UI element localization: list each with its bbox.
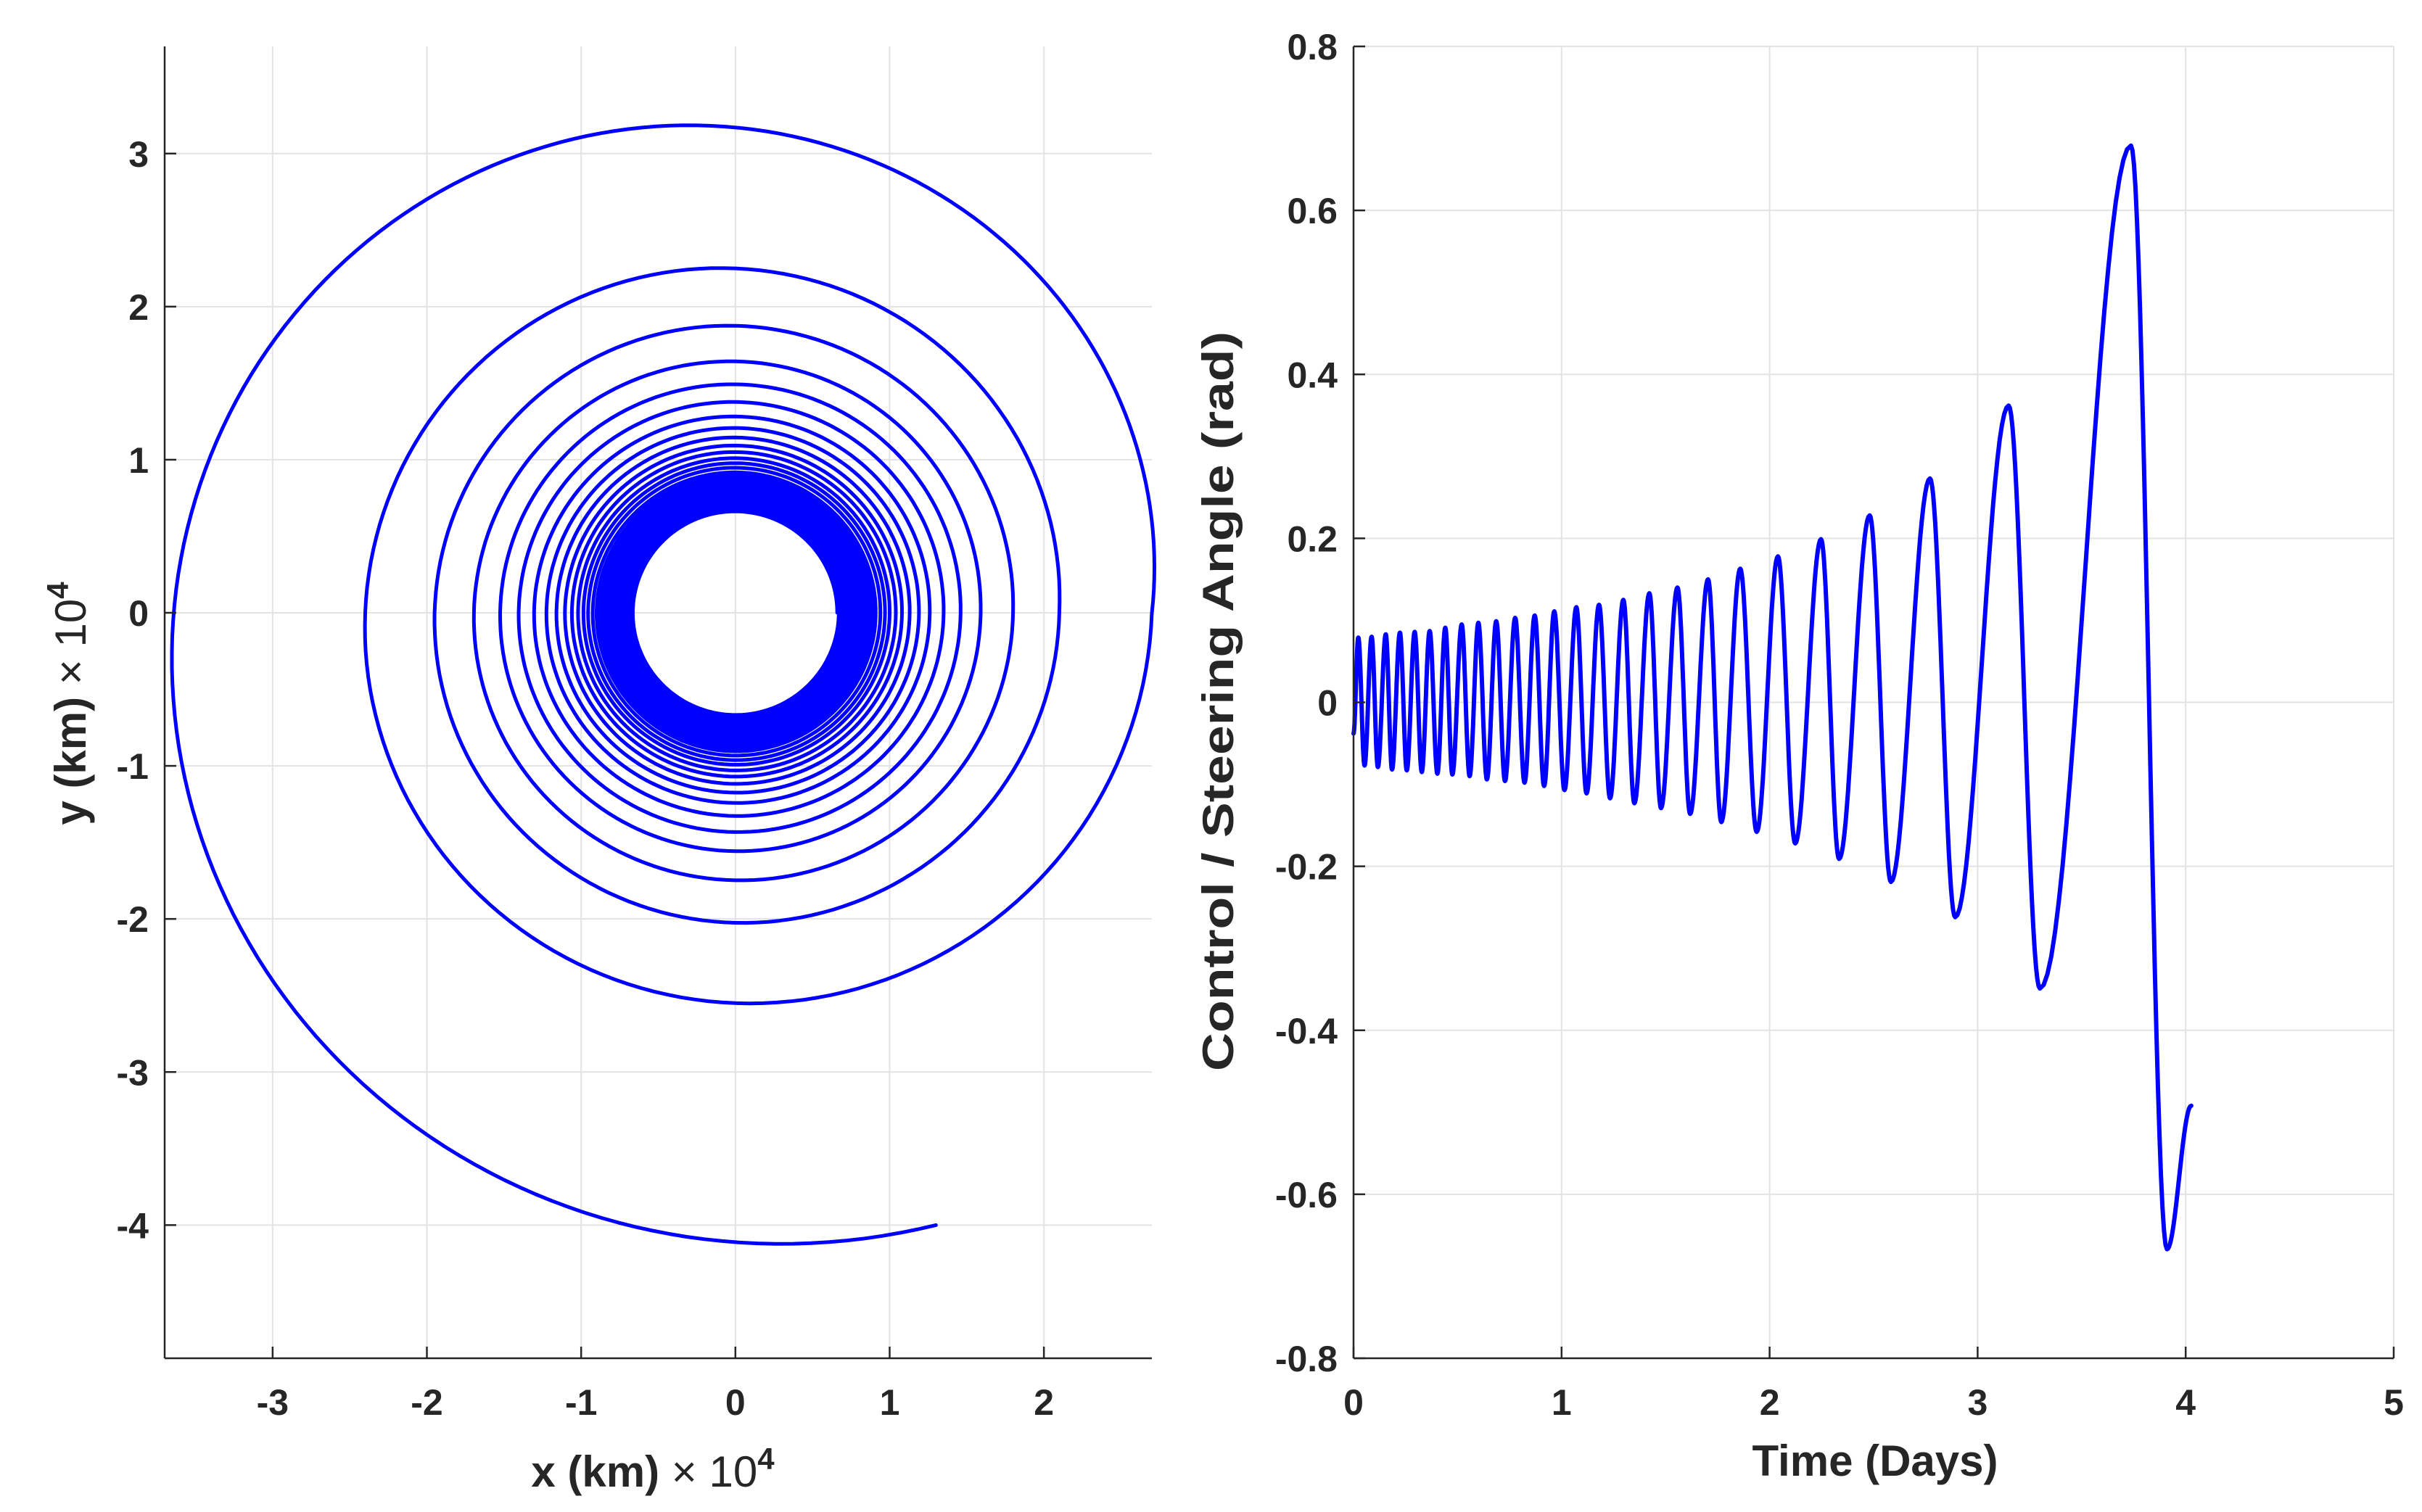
x-tick-label: 3 — [1967, 1382, 1988, 1423]
x-tick-label: 4 — [2175, 1382, 2196, 1423]
y-tick-label: 1 — [128, 440, 149, 481]
y-tick-label: -0.2 — [1275, 847, 1338, 888]
control-x-label: Time (Days) — [1752, 1437, 1998, 1485]
y-tick-label: 0 — [128, 593, 149, 634]
x-tick-label: 1 — [1552, 1382, 1572, 1423]
x-tick-label: 0 — [725, 1382, 746, 1423]
trajectory-axis-lines — [163, 46, 1152, 1360]
y-tick-label: 0.2 — [1287, 519, 1338, 559]
trajectory-axes: -3 -2 -1 0 1 2 -4 -3 -2 -1 0 1 2 3 x (km) × 104 y (km… — [41, 46, 1156, 1496]
y-tick-label: -0.6 — [1275, 1175, 1338, 1215]
trajectory-spiral-line — [170, 123, 1156, 1246]
y-tick-label: 0.8 — [1287, 27, 1338, 67]
y-tick-label: 2 — [128, 287, 149, 328]
x-tick-label: 2 — [1760, 1382, 1780, 1423]
x-tick-label: 2 — [1034, 1382, 1054, 1423]
y-tick-label: -0.4 — [1275, 1011, 1338, 1052]
y-tick-label: 0 — [1317, 683, 1338, 724]
trajectory-x-label: x (km) × 104 — [531, 1442, 775, 1496]
trajectory-y-label: y (km) × 104 — [41, 582, 95, 825]
x-tick-label: 5 — [2384, 1382, 2404, 1423]
y-tick-label: 0.4 — [1287, 355, 1338, 395]
x-tick-label: 1 — [880, 1382, 900, 1423]
y-tick-label: 3 — [128, 134, 149, 175]
x-tick-label: -3 — [257, 1382, 289, 1423]
x-tick-label: -1 — [565, 1382, 597, 1423]
y-tick-label: -1 — [117, 746, 149, 787]
control-y-label: Control / Steering Angle (rad) — [1194, 331, 1243, 1071]
y-tick-label: -4 — [117, 1205, 149, 1246]
control-axis-lines — [1352, 45, 2395, 1360]
x-tick-label: -2 — [411, 1382, 442, 1423]
x-tick-label: 0 — [1343, 1382, 1364, 1423]
control-axes: 0 1 2 3 4 5 -0.8 -0.6 -0.4 -0.2 0 0.2 0.4 0.6 0.8 Time… — [1194, 27, 2404, 1485]
control-angle-line — [1351, 143, 2194, 1252]
y-tick-label: -0.8 — [1275, 1339, 1338, 1379]
y-tick-label: 0.6 — [1287, 191, 1338, 231]
trajectory-tick-labels: -3 -2 -1 0 1 2 -4 -3 -2 -1 0 1 2 3 — [117, 134, 1055, 1423]
y-tick-label: -3 — [117, 1052, 149, 1093]
control-tick-labels: 0 1 2 3 4 5 -0.8 -0.6 -0.4 -0.2 0 0.2 0.4 0.6 0.8 — [1275, 27, 2404, 1423]
y-tick-label: -2 — [117, 899, 149, 940]
